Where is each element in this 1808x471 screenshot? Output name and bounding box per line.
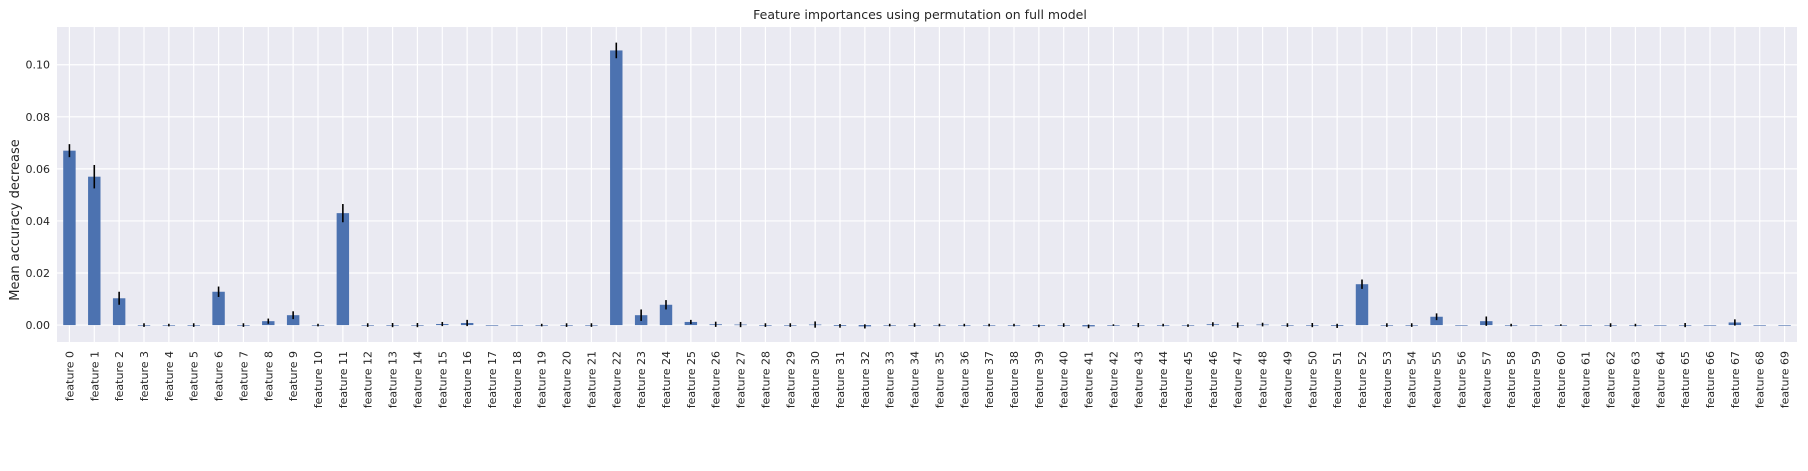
x-tick-label: feature 3	[138, 351, 151, 401]
x-tick-label: feature 22	[610, 351, 623, 408]
x-tick-label: feature 11	[337, 351, 350, 408]
x-tick-label: feature 64	[1654, 351, 1667, 408]
x-tick-label: feature 1	[88, 351, 101, 401]
x-tick-label: feature 41	[1083, 351, 1096, 408]
bar	[1703, 325, 1717, 326]
x-tick-label: feature 49	[1281, 351, 1294, 408]
x-tick-label: feature 58	[1505, 351, 1518, 408]
x-tick-label: feature 35	[933, 351, 946, 408]
x-tick-label: feature 36	[958, 351, 971, 408]
y-axis-title: Mean accuracy decrease	[8, 139, 23, 301]
x-tick-label: feature 30	[809, 351, 822, 408]
x-tick-label: feature 25	[685, 351, 698, 408]
bar	[1654, 325, 1667, 326]
x-tick-label: feature 17	[486, 351, 499, 408]
x-tick-label: feature 66	[1704, 351, 1717, 408]
x-tick-label: feature 37	[983, 351, 996, 408]
bar	[510, 325, 524, 326]
x-tick-label: feature 9	[287, 351, 300, 401]
x-tick-label: feature 40	[1058, 351, 1071, 408]
bar	[1455, 325, 1468, 326]
x-tick-label: feature 0	[63, 351, 76, 401]
x-tick-label: feature 46	[1207, 351, 1220, 408]
bar	[336, 213, 350, 326]
x-tick-label: feature 59	[1530, 351, 1543, 408]
x-tick-label: feature 29	[784, 351, 797, 408]
x-tick-label: feature 20	[561, 351, 574, 408]
y-tick-label: 0.04	[26, 215, 51, 228]
x-tick-label: feature 62	[1605, 351, 1618, 408]
bar	[63, 150, 76, 326]
x-tick-label: feature 24	[660, 351, 673, 408]
chart-title: Feature importances using permutation on…	[753, 7, 1087, 22]
x-tick-label: feature 4	[163, 351, 176, 401]
bar	[1579, 325, 1592, 326]
bar	[659, 304, 673, 326]
bar	[1753, 325, 1766, 326]
bar	[1778, 325, 1791, 326]
x-tick-label: feature 10	[312, 351, 325, 408]
bar	[1430, 316, 1443, 326]
x-tick-label: feature 57	[1480, 351, 1493, 408]
x-tick-label: feature 53	[1381, 351, 1394, 408]
x-tick-label: feature 31	[834, 351, 847, 408]
x-tick-label: feature 15	[436, 351, 449, 408]
x-tick-label: feature 60	[1555, 351, 1568, 408]
x-tick-label: feature 33	[884, 351, 897, 408]
x-tick-label: feature 54	[1406, 351, 1419, 408]
x-tick-label: feature 27	[735, 351, 748, 408]
x-tick-label: feature 5	[188, 351, 201, 401]
bar	[485, 325, 499, 326]
x-tick-label: feature 18	[511, 351, 524, 408]
x-tick-label: feature 65	[1679, 351, 1692, 408]
bar	[1355, 284, 1369, 326]
x-tick-label: feature 45	[1182, 351, 1195, 408]
bar	[286, 315, 300, 326]
x-tick-label: feature 28	[759, 351, 772, 408]
x-tick-label: feature 23	[635, 351, 648, 408]
bar	[212, 291, 225, 326]
x-tick-label: feature 8	[262, 351, 275, 401]
x-tick-label: feature 12	[362, 351, 375, 408]
x-tick-label: feature 48	[1257, 351, 1270, 408]
x-tick-label: feature 69	[1779, 351, 1792, 408]
x-tick-label: feature 2	[113, 351, 126, 401]
y-tick-label: 0.06	[26, 163, 51, 176]
x-tick-label: feature 21	[585, 351, 598, 408]
x-tick-label: feature 67	[1729, 351, 1742, 408]
x-tick-label: feature 19	[536, 351, 549, 408]
x-tick-label: feature 56	[1455, 351, 1468, 408]
x-tick-label: feature 50	[1306, 351, 1319, 408]
x-tick-label: feature 63	[1629, 351, 1642, 408]
bar	[88, 176, 101, 326]
x-tick-label: feature 13	[387, 351, 400, 408]
y-tick-label: 0.10	[26, 59, 51, 72]
x-tick-label: feature 52	[1356, 351, 1369, 408]
x-tick-label: feature 14	[411, 351, 424, 408]
x-tick-label: feature 26	[710, 351, 723, 408]
x-tick-label: feature 61	[1580, 351, 1593, 408]
x-tick-label: feature 38	[1008, 351, 1021, 408]
y-tick-label: 0.00	[26, 319, 51, 332]
x-tick-label: feature 39	[1033, 351, 1046, 408]
x-tick-label: feature 42	[1107, 351, 1120, 408]
x-tick-label: feature 16	[461, 351, 474, 408]
x-tick-label: feature 55	[1431, 351, 1444, 408]
x-tick-label: feature 32	[859, 351, 872, 408]
x-tick-label: feature 6	[213, 351, 226, 401]
x-tick-label: feature 34	[909, 351, 922, 408]
bar	[1529, 325, 1543, 326]
x-tick-label: feature 51	[1331, 351, 1344, 408]
y-tick-label: 0.02	[26, 267, 51, 280]
bar	[112, 298, 126, 326]
x-tick-label: feature 44	[1157, 351, 1170, 408]
bar	[610, 50, 623, 326]
x-tick-label: feature 43	[1132, 351, 1145, 408]
x-tick-label: feature 68	[1754, 351, 1767, 408]
y-tick-label: 0.08	[26, 111, 51, 124]
x-tick-label: feature 7	[237, 351, 250, 401]
x-tick-label: feature 47	[1232, 351, 1245, 408]
